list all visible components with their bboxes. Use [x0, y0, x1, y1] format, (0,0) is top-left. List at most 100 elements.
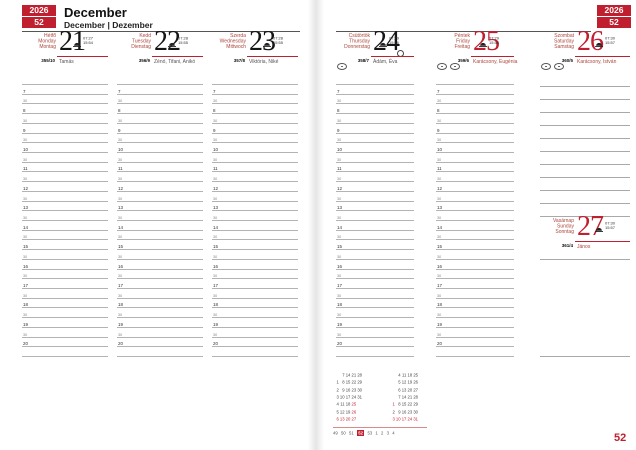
mini-calendar-day: 7 [342, 372, 345, 378]
half-hour-label: 30 [118, 312, 123, 318]
weekday-name-de: Mittwoch [226, 44, 246, 50]
mini-calendar-day: 25 [413, 372, 418, 378]
ruled-line: 30 [436, 329, 514, 338]
half-hour-label: 30 [23, 215, 28, 221]
mini-calendar-row: 4 11 18 25 [333, 402, 362, 407]
ruled-line: 30 [212, 115, 298, 124]
ruled-line: 11 [436, 163, 514, 173]
ruled-line: 30 [117, 173, 203, 183]
hour-label: 18 [118, 302, 124, 308]
ruled-line: 30 [336, 115, 414, 124]
sun-times: 07:27 15:54 [83, 36, 95, 45]
mini-calendar-row: 5 12 19 26 [333, 409, 362, 415]
weekday-names: Vasárnap Sunday Sonntag [540, 218, 574, 235]
mini-calendar-row: 3 10 17 24 31 [389, 417, 418, 422]
hour-label: 7 [437, 88, 440, 94]
hour-label: 9 [437, 127, 440, 133]
ruled-line: 30 [212, 309, 298, 319]
ruled-line: 30 [117, 290, 203, 299]
page-number: 52 [614, 432, 627, 444]
sunset-time: 15:57 [605, 40, 616, 46]
half-hour-label: 30 [118, 176, 123, 182]
half-hour-label: 30 [118, 234, 123, 240]
hour-label: 7 [337, 88, 340, 94]
weekday-name-en: Sunday [557, 223, 574, 230]
ruled-line [540, 169, 630, 178]
month-title: December [64, 5, 127, 20]
ruled-line: 30 [117, 270, 203, 280]
hour-label: 19 [337, 321, 343, 327]
ruled-line: 7 [117, 86, 203, 95]
hour-label: 12 [337, 185, 343, 191]
ruled-line: 30 [212, 270, 298, 280]
day-underline [575, 56, 630, 57]
hour-label: 20 [213, 341, 219, 347]
ruled-line [436, 348, 514, 357]
year-badge: 2026 [22, 5, 56, 16]
ruled-line [212, 76, 298, 85]
hour-label: 9 [23, 127, 26, 133]
weekday-name-en: Saturday [553, 38, 574, 45]
ruled-line: 11 [22, 163, 108, 173]
corner-badge-right: 2026 52 [597, 5, 631, 29]
sunset-time: 15:55 [178, 40, 189, 46]
ruled-line: 30 [22, 134, 108, 144]
half-hour-label: 30 [213, 176, 218, 182]
ruled-line: 30 [336, 251, 414, 260]
mini-calendar-day: 19 [407, 379, 413, 385]
weekday-name-en: Wednesday [219, 38, 246, 45]
ruled-line: 30 [212, 329, 298, 338]
title-rule-right [336, 31, 591, 32]
mini-calendar-day: 23 [351, 387, 357, 393]
half-hour-label: 30 [23, 254, 28, 259]
ruled-line: 30 [212, 173, 298, 183]
ruled-line: 30 [212, 95, 298, 105]
sunrise-sunset-icon [595, 221, 603, 239]
ruled-line: 30 [22, 231, 108, 241]
hour-label: 14 [23, 224, 29, 230]
mini-calendar-day: 11 [340, 401, 345, 407]
name-days: Viktória, Niké [249, 58, 279, 65]
sun-times-group: 07:29 15:56 [479, 36, 513, 54]
weekday-name-de: Dienstag [131, 44, 151, 50]
half-hour-label: 30 [337, 137, 342, 143]
sun-times: 07:28 15:55 [178, 36, 190, 45]
mini-calendar-row: 4 11 18 25 [389, 373, 418, 378]
ruled-line: 30 [336, 173, 414, 183]
hour-label: 13 [118, 205, 124, 211]
mini-calendar-day: 3 [392, 416, 395, 422]
mini-calendar-day: 2 [392, 409, 395, 414]
half-hour-label: 30 [437, 273, 442, 279]
half-hour-label: 30 [213, 157, 218, 162]
hour-label: 17 [118, 283, 124, 288]
mini-calendar-day: 14 [401, 394, 407, 400]
title-rule-left [22, 31, 300, 32]
ruled-line: 17 [212, 280, 298, 289]
mini-calendar-day: 16 [401, 409, 407, 414]
ruled-line: 7 [336, 86, 414, 95]
ruled-line: 30 [117, 95, 203, 105]
ruled-line: 11 [117, 163, 203, 173]
mini-calendar-row: 1 8 15 22 29 [333, 380, 362, 385]
ruled-line [540, 195, 630, 204]
ruled-line: 17 [336, 280, 414, 289]
hour-label: 8 [118, 108, 121, 114]
mini-calendar-row: 3 10 17 24 31 [333, 395, 362, 400]
mini-calendar-day: 26 [413, 379, 418, 385]
day-column-grid: 7 30 8 30 9 30 10 30 11 30 12 30 13 30 14 30 15 30 16 30 17 3… [22, 84, 108, 357]
hour-label: 20 [337, 341, 343, 347]
sun-times-group: 07:29 15:56 [379, 36, 413, 54]
ruled-line: 30 [436, 154, 514, 163]
hour-label: 11 [118, 166, 123, 172]
ruled-line: 14 [212, 222, 298, 231]
hour-label: 19 [437, 321, 443, 327]
half-hour-label: 30 [337, 98, 342, 104]
hour-label: 19 [118, 321, 124, 327]
mini-calendar-day: 11 [402, 372, 407, 378]
ruled-line: 30 [436, 193, 514, 202]
mini-calendar-day: 24 [351, 394, 357, 400]
ruled-line: 30 [22, 251, 108, 260]
ruled-line: 30 [212, 231, 298, 241]
ruled-line: 30 [436, 115, 514, 124]
ruled-line: 30 [22, 173, 108, 183]
